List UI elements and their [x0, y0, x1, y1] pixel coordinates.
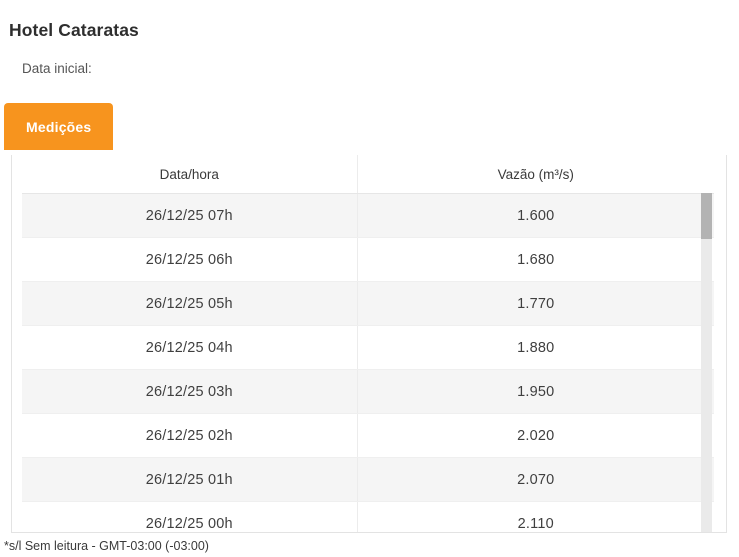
- cell-datetime: 26/12/25 03h: [22, 369, 358, 414]
- table-header-row: Data/hora Vazão (m³/s): [22, 155, 714, 194]
- start-date-filter: Data inicial:: [22, 60, 92, 78]
- column-header-flow[interactable]: Vazão (m³/s): [357, 155, 714, 194]
- tab-bar: Medições: [4, 103, 114, 150]
- tab-medicoes-label: Medições: [26, 118, 92, 135]
- cell-datetime: 26/12/25 05h: [22, 281, 358, 326]
- cell-datetime: 26/12/25 07h: [22, 193, 358, 238]
- column-header-datetime[interactable]: Data/hora: [22, 155, 358, 194]
- cell-flow: 1.600: [357, 193, 714, 238]
- table-row[interactable]: 26/12/25 02h 2.020: [22, 413, 714, 458]
- measurements-table: Data/hora Vazão (m³/s) 26/12/25 07h 1.60…: [22, 155, 714, 532]
- cell-flow: 1.680: [357, 237, 714, 282]
- table-row[interactable]: 26/12/25 07h 1.600: [22, 193, 714, 238]
- cell-flow: 1.950: [357, 369, 714, 414]
- table-body: 26/12/25 07h 1.600 26/12/25 06h 1.680 26…: [22, 193, 714, 532]
- table-row[interactable]: 26/12/25 01h 2.070: [22, 457, 714, 502]
- cell-flow: 2.070: [357, 457, 714, 502]
- cell-flow: 1.770: [357, 281, 714, 326]
- table-row[interactable]: 26/12/25 06h 1.680: [22, 237, 714, 282]
- cell-datetime: 26/12/25 06h: [22, 237, 358, 282]
- cell-datetime: 26/12/25 02h: [22, 413, 358, 458]
- start-date-label: Data inicial:: [22, 61, 92, 76]
- cell-flow: 1.880: [357, 325, 714, 370]
- cell-datetime: 26/12/25 01h: [22, 457, 358, 502]
- measurements-panel: Data/hora Vazão (m³/s) 26/12/25 07h 1.60…: [11, 155, 727, 533]
- cell-datetime: 26/12/25 00h: [22, 501, 358, 532]
- measurements-scroll-area[interactable]: Data/hora Vazão (m³/s) 26/12/25 07h 1.60…: [22, 155, 714, 532]
- vertical-scrollbar[interactable]: [701, 193, 712, 532]
- cell-datetime: 26/12/25 04h: [22, 325, 358, 370]
- vertical-scrollbar-thumb[interactable]: [701, 193, 712, 239]
- cell-flow: 2.110: [357, 501, 714, 532]
- footnote: *s/l Sem leitura - GMT-03:00 (-03:00): [4, 539, 209, 553]
- table-row[interactable]: 26/12/25 03h 1.950: [22, 369, 714, 414]
- cell-flow: 2.020: [357, 413, 714, 458]
- page-title: Hotel Cataratas: [9, 19, 139, 40]
- tab-medicoes[interactable]: Medições: [4, 103, 114, 150]
- table-row[interactable]: 26/12/25 00h 2.110: [22, 501, 714, 532]
- table-row[interactable]: 26/12/25 04h 1.880: [22, 325, 714, 370]
- table-row[interactable]: 26/12/25 05h 1.770: [22, 281, 714, 326]
